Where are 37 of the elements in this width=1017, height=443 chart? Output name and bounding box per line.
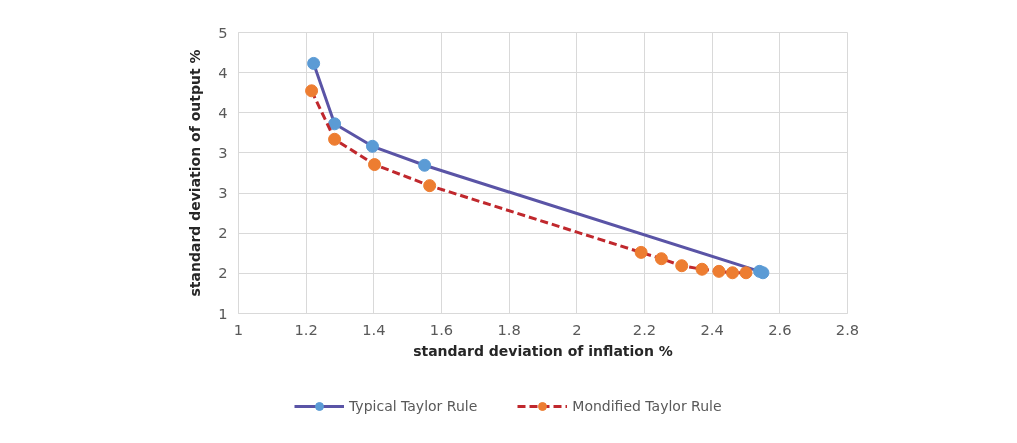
y-tick-label: 4 [218, 63, 228, 81]
x-tick-label: 2.2 [632, 320, 657, 338]
point [654, 252, 668, 266]
point [423, 179, 437, 193]
y-axis-title: standard deviation of output % [187, 49, 204, 297]
x-tick-label: 2 [572, 320, 582, 338]
x-tick-label: 1.4 [362, 320, 386, 338]
x-tick-label: 1.6 [429, 320, 454, 338]
point [725, 266, 739, 280]
point [328, 117, 342, 131]
x-tick-label: 2.6 [768, 320, 792, 338]
point [305, 84, 319, 98]
y-tick-label: 2 [218, 264, 228, 282]
y-tick-label: 3 [218, 184, 228, 202]
point [307, 56, 321, 70]
point [418, 158, 432, 172]
point [634, 245, 648, 259]
y-tick-label: 2 [218, 224, 228, 242]
point [675, 259, 689, 273]
legend-label: Typical Taylor Rule [349, 398, 478, 414]
point [328, 132, 342, 146]
legend-label: Mondified Taylor Rule [572, 398, 722, 414]
y-tick-label: 3 [218, 143, 228, 161]
point [365, 139, 379, 153]
x-tick-label: 1.2 [294, 320, 318, 338]
y-tick-label: 5 [218, 23, 228, 41]
x-axis-title: standard deviation of inflation % [413, 342, 673, 359]
point [695, 262, 709, 276]
point [368, 158, 382, 172]
x-tick-label: 2.8 [835, 320, 860, 338]
y-tick-label: 1 [218, 304, 228, 322]
x-tick-label: 1 [233, 320, 244, 338]
point [739, 266, 753, 280]
x-tick-label: 2.4 [700, 320, 724, 338]
y-tick-label: 4 [218, 103, 228, 121]
point [712, 264, 726, 278]
x-tick-label: 1.8 [497, 320, 521, 338]
